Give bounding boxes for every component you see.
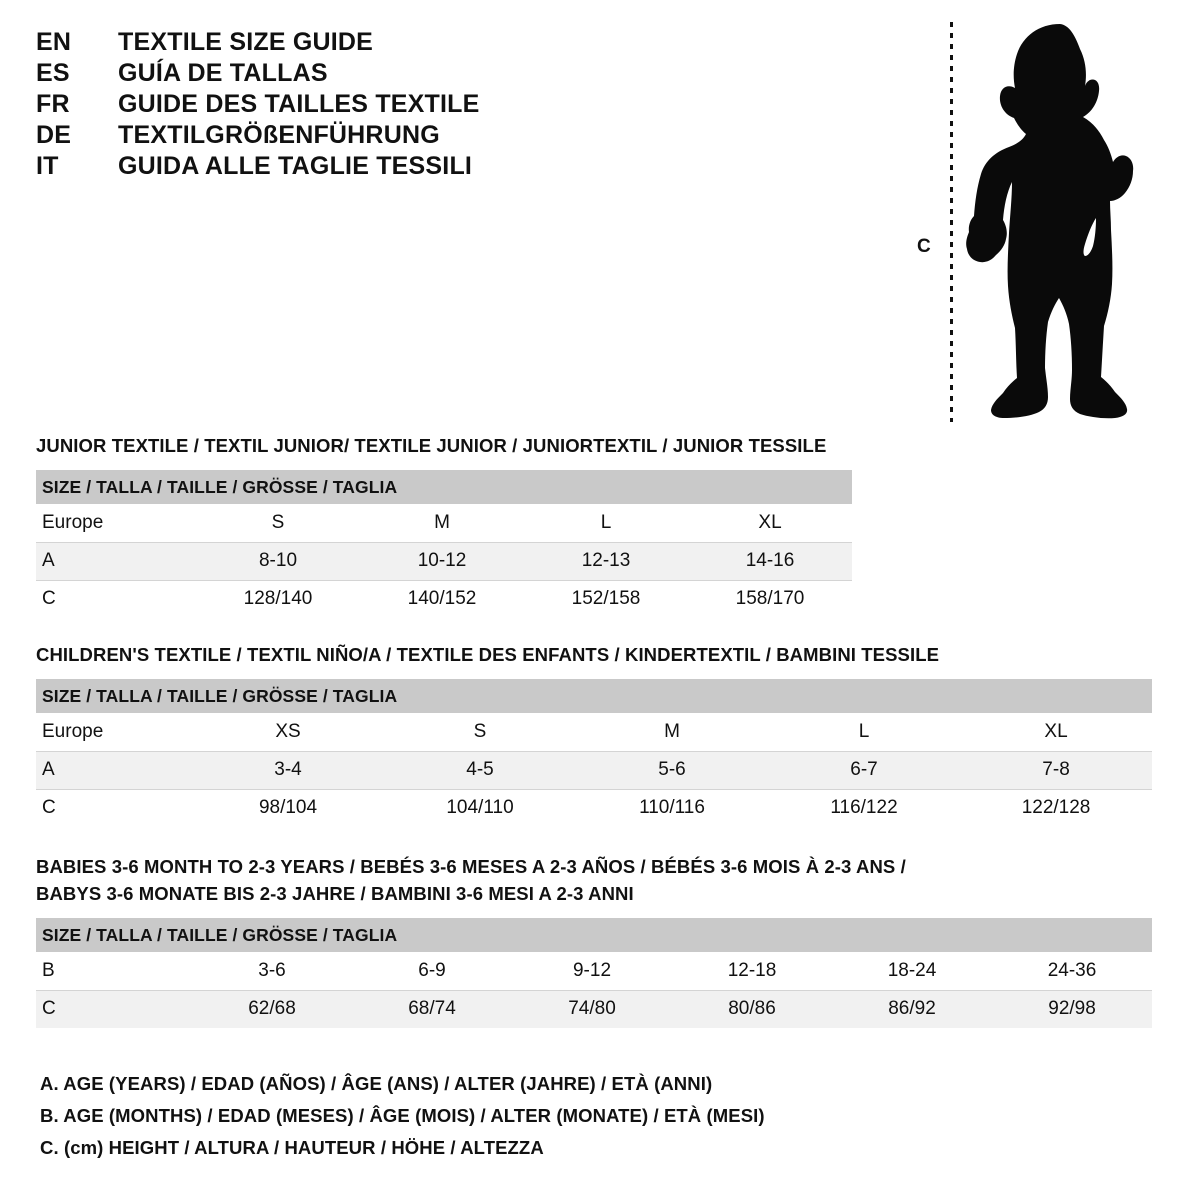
junior-row-a-cell-3: 14-16 [688,542,853,581]
table-row: C 98/104 104/110 110/116 116/122 122/128 [36,789,1153,827]
children-row-c-cell-3: 116/122 [768,789,960,827]
children-row-europe-cell-1: S [384,713,576,752]
babies-bar-label: SIZE / TALLA / TAILLE / GRÖSSE / TAGLIA [36,918,1153,952]
height-reference-figure: C [905,14,1165,424]
language-code-it: IT [36,152,59,180]
children-row-c-cell-0: 98/104 [192,789,384,827]
junior-row-a-cell-2: 12-13 [524,542,688,581]
babies-row-c-cell-4: 86/92 [832,990,992,1028]
junior-bar-label: SIZE / TALLA / TAILLE / GRÖSSE / TAGLIA [36,470,853,504]
children-row-c-cell-2: 110/116 [576,789,768,827]
babies-row-c-label: C [36,990,192,1028]
children-row-c-cell-4: 122/128 [960,789,1153,827]
children-row-a-label: A [36,751,192,790]
babies-row-c-cell-0: 62/68 [192,990,352,1028]
junior-row-europe-cell-2: L [524,504,688,543]
junior-row-europe-cell-3: XL [688,504,853,543]
table-row: C 62/68 68/74 74/80 80/86 86/92 92/98 [36,990,1153,1028]
footnote-b: B. AGE (MONTHS) / EDAD (MESES) / ÂGE (MO… [40,1105,765,1126]
babies-table-header-bar: SIZE / TALLA / TAILLE / GRÖSSE / TAGLIA [36,918,1153,952]
children-row-europe-cell-4: XL [960,713,1153,752]
junior-table-header-bar: SIZE / TALLA / TAILLE / GRÖSSE / TAGLIA [36,470,853,504]
language-code-de: DE [36,121,72,149]
section-children-title: CHILDREN'S TEXTILE / TEXTIL NIÑO/A / TEX… [36,644,940,665]
language-title-es: GUÍA DE TALLAS [118,59,328,87]
children-row-a-cell-0: 3-4 [192,751,384,790]
section-babies: BABIES 3-6 MONTH TO 2-3 YEARS / BEBÉS 3-… [36,853,1153,1028]
children-row-c-label: C [36,789,192,827]
footnote-a: A. AGE (YEARS) / EDAD (AÑOS) / ÂGE (ANS)… [40,1073,713,1094]
babies-size-table: SIZE / TALLA / TAILLE / GRÖSSE / TAGLIA … [36,918,1153,1028]
junior-row-a-cell-1: 10-12 [360,542,524,581]
babies-row-b-cell-1: 6-9 [352,952,512,991]
language-row-es: ES GUÍA DE TALLAS [36,59,596,90]
language-row-en: EN TEXTILE SIZE GUIDE [36,28,596,59]
children-table-header-bar: SIZE / TALLA / TAILLE / GRÖSSE / TAGLIA [36,679,1153,713]
children-row-a-cell-1: 4-5 [384,751,576,790]
children-row-a-cell-4: 7-8 [960,751,1153,790]
section-children: CHILDREN'S TEXTILE / TEXTIL NIÑO/A / TEX… [36,641,1153,827]
language-title-de: TEXTILGRÖßENFÜHRUNG [118,121,440,149]
language-title-block: EN TEXTILE SIZE GUIDE ES GUÍA DE TALLAS … [36,28,596,183]
junior-row-c-cell-0: 128/140 [196,580,360,618]
junior-row-c-cell-2: 152/158 [524,580,688,618]
children-row-c-cell-1: 104/110 [384,789,576,827]
junior-row-c-label: C [36,580,196,618]
language-code-en: EN [36,28,72,56]
legend-footnotes: A. AGE (YEARS) / EDAD (AÑOS) / ÂGE (ANS)… [40,1068,765,1164]
children-row-europe-cell-0: XS [192,713,384,752]
table-row: C 128/140 140/152 152/158 158/170 [36,580,853,618]
language-code-fr: FR [36,90,70,118]
height-dotted-line [950,22,953,422]
junior-size-table: SIZE / TALLA / TAILLE / GRÖSSE / TAGLIA … [36,470,853,618]
babies-row-c-cell-2: 74/80 [512,990,672,1028]
table-row: Europe XS S M L XL [36,713,1153,752]
toddler-silhouette-icon [966,24,1134,419]
language-row-fr: FR GUIDE DES TAILLES TEXTILE [36,90,596,121]
language-title-fr: GUIDE DES TAILLES TEXTILE [118,90,480,118]
babies-row-c-cell-3: 80/86 [672,990,832,1028]
section-babies-title-line-1: BABIES 3-6 MONTH TO 2-3 YEARS / BEBÉS 3-… [36,856,906,877]
junior-row-europe-cell-1: M [360,504,524,543]
table-row: A 3-4 4-5 5-6 6-7 7-8 [36,751,1153,790]
language-title-en: TEXTILE SIZE GUIDE [118,28,374,56]
table-row: Europe S M L XL [36,504,853,543]
children-row-a-cell-2: 5-6 [576,751,768,790]
height-marker-label: C [917,236,931,257]
babies-row-b-cell-4: 18-24 [832,952,992,991]
footnote-c: C. (cm) HEIGHT / ALTURA / HAUTEUR / HÖHE… [40,1137,544,1158]
babies-row-b-cell-5: 24-36 [992,952,1153,991]
children-row-europe-cell-3: L [768,713,960,752]
junior-row-c-cell-3: 158/170 [688,580,853,618]
junior-row-c-cell-1: 140/152 [360,580,524,618]
children-row-europe-label: Europe [36,713,192,752]
table-row: B 3-6 6-9 9-12 12-18 18-24 24-36 [36,952,1153,991]
babies-row-c-cell-1: 68/74 [352,990,512,1028]
language-title-it: GUIDA ALLE TAGLIE TESSILI [118,152,473,180]
children-row-a-cell-3: 6-7 [768,751,960,790]
junior-row-a-label: A [36,542,196,581]
children-row-europe-cell-2: M [576,713,768,752]
babies-row-b-cell-0: 3-6 [192,952,352,991]
children-bar-label: SIZE / TALLA / TAILLE / GRÖSSE / TAGLIA [36,679,1153,713]
babies-row-b-label: B [36,952,192,991]
section-junior-title: JUNIOR TEXTILE / TEXTIL JUNIOR/ TEXTILE … [36,435,827,456]
junior-row-europe-cell-0: S [196,504,360,543]
section-babies-title-line-2: BABYS 3-6 MONATE BIS 2-3 JAHRE / BAMBINI… [36,883,634,904]
language-row-de: DE TEXTILGRÖßENFÜHRUNG [36,121,596,152]
babies-row-b-cell-3: 12-18 [672,952,832,991]
section-junior: JUNIOR TEXTILE / TEXTIL JUNIOR/ TEXTILE … [36,432,853,618]
junior-row-europe-label: Europe [36,504,196,543]
language-row-it: IT GUIDA ALLE TAGLIE TESSILI [36,152,596,183]
babies-row-b-cell-2: 9-12 [512,952,672,991]
babies-row-c-cell-5: 92/98 [992,990,1153,1028]
children-size-table: SIZE / TALLA / TAILLE / GRÖSSE / TAGLIA … [36,679,1153,827]
table-row: A 8-10 10-12 12-13 14-16 [36,542,853,581]
language-code-es: ES [36,59,70,87]
junior-row-a-cell-0: 8-10 [196,542,360,581]
